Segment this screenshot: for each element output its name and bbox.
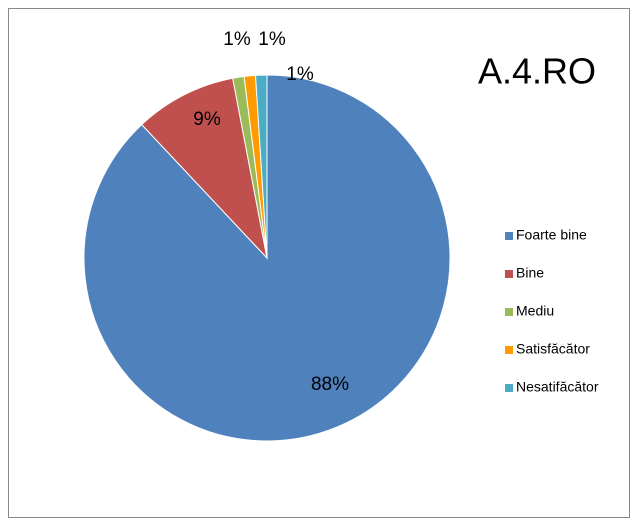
legend-swatch: [505, 346, 513, 354]
chart-title: A.4.RO: [478, 51, 596, 92]
legend-label: Mediu: [516, 303, 554, 319]
legend-swatch: [505, 308, 513, 316]
data-label: 1%: [258, 29, 286, 50]
data-label: 9%: [193, 109, 221, 130]
data-label: 1%: [223, 29, 251, 50]
pie-slice: [141, 77, 268, 260]
legend-label: Bine: [516, 265, 544, 281]
legend-label: Satisfăcător: [516, 341, 590, 357]
pie-slice: [254, 74, 268, 259]
data-label: 88%: [311, 374, 349, 395]
legend-label: Foarte bine: [516, 227, 587, 243]
legend-swatch: [505, 232, 513, 240]
legend-label: Nesatifăcător: [516, 379, 599, 395]
legend-swatch: [505, 270, 513, 278]
legend-swatch: [505, 384, 513, 392]
data-label: 1%: [286, 64, 314, 85]
